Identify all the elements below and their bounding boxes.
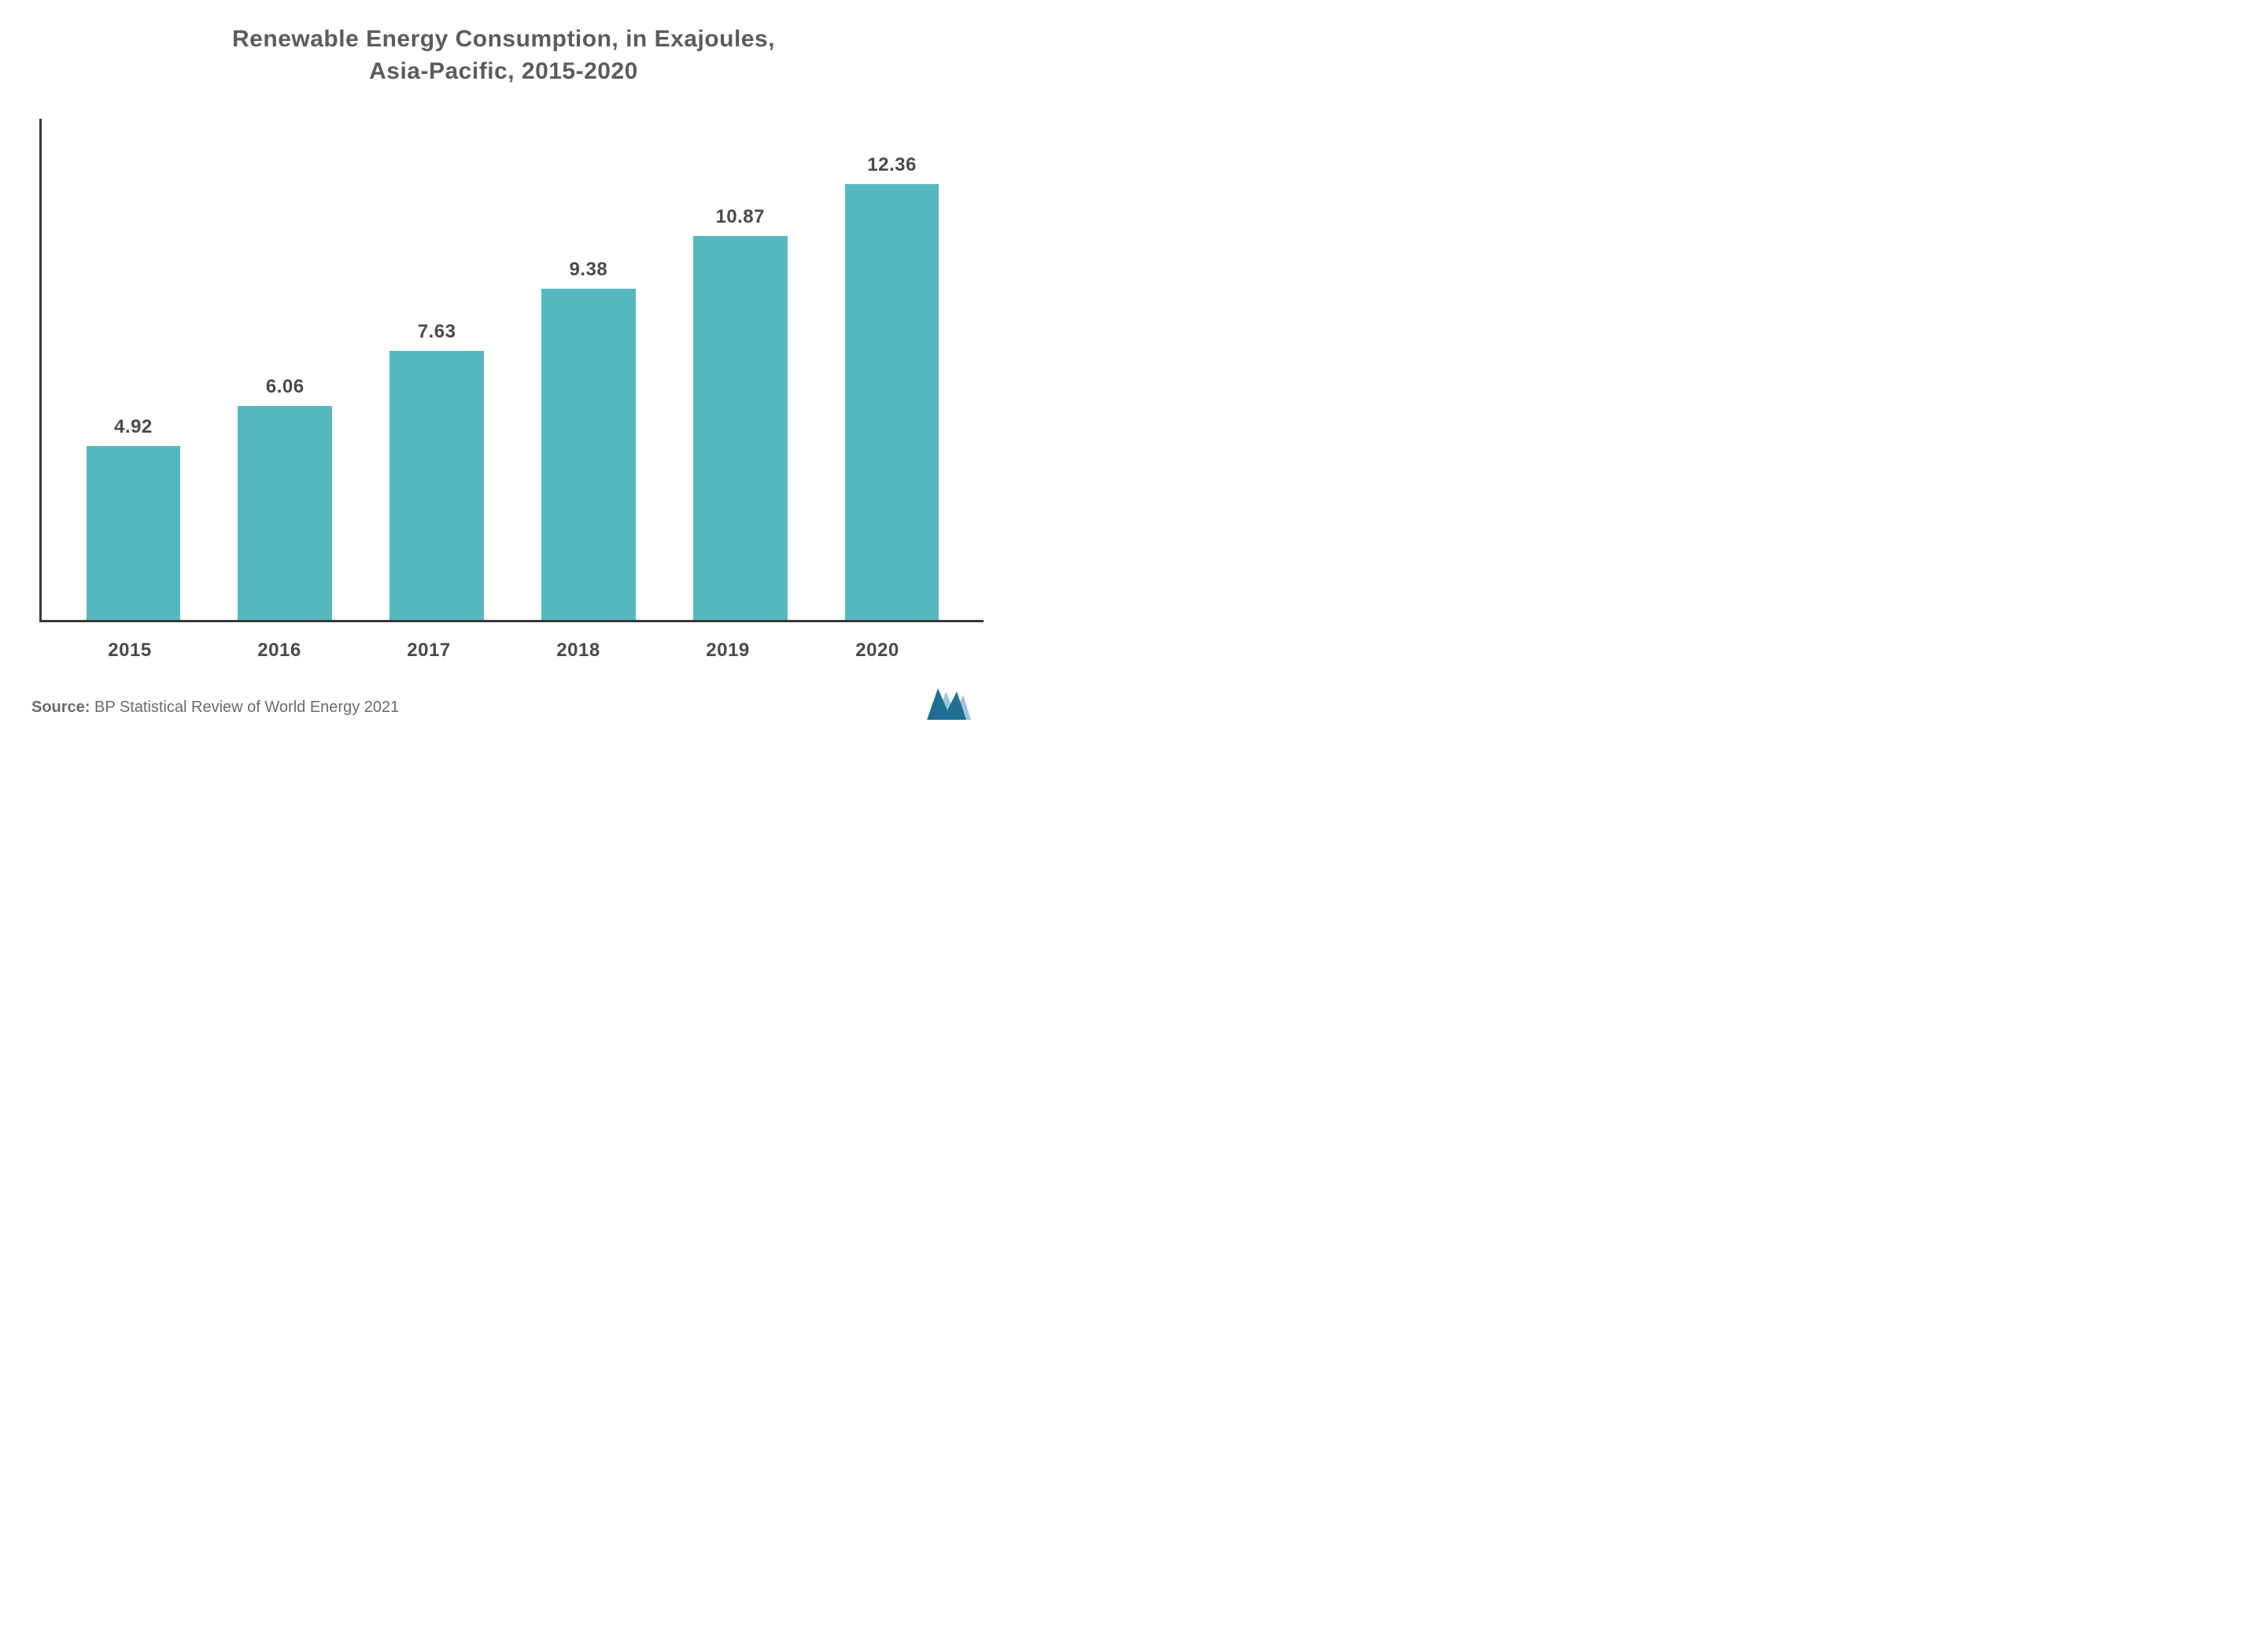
bar xyxy=(389,351,484,620)
bar-value-label: 10.87 xyxy=(715,206,765,228)
plot-area: 4.92 6.06 7.63 9.38 10.87 12.36 xyxy=(39,119,984,622)
source-line: Source: BP Statistical Review of World E… xyxy=(31,699,399,717)
bar-slot: 6.06 xyxy=(209,119,361,620)
bar-slot: 9.38 xyxy=(512,119,664,620)
bar xyxy=(693,236,788,620)
chart-title-line-2: Asia-Pacific, 2015-2020 xyxy=(150,56,858,88)
x-axis-label: 2015 xyxy=(55,640,205,662)
bar xyxy=(845,184,940,620)
x-axis-label: 2018 xyxy=(504,640,653,662)
bar xyxy=(238,406,332,620)
brand-logo xyxy=(922,684,979,721)
x-axis-labels: 201520162017201820192020 xyxy=(39,622,968,662)
x-axis-label: 2020 xyxy=(803,640,952,662)
bar-value-label: 6.06 xyxy=(266,376,305,398)
x-axis-label: 2017 xyxy=(354,640,504,662)
bar-slot: 12.36 xyxy=(816,119,968,620)
bar xyxy=(541,289,636,620)
source-text: BP Statistical Review of World Energy 20… xyxy=(94,699,399,716)
bar-value-label: 7.63 xyxy=(418,321,456,343)
source-label: Source: xyxy=(31,699,90,716)
chart-title-line-1: Renewable Energy Consumption, in Exajoul… xyxy=(150,24,858,56)
x-axis-label: 2019 xyxy=(653,640,803,662)
chart-container: Renewable Energy Consumption, in Exajoul… xyxy=(0,0,1007,736)
bar-slot: 4.92 xyxy=(57,119,209,620)
bar-slot: 10.87 xyxy=(664,119,816,620)
bar-value-label: 4.92 xyxy=(114,416,153,438)
bar xyxy=(87,446,181,620)
mordor-logo-icon xyxy=(922,684,979,721)
bars-row: 4.92 6.06 7.63 9.38 10.87 12.36 xyxy=(42,119,984,620)
chart-title: Renewable Energy Consumption, in Exajoul… xyxy=(150,24,858,87)
bar-value-label: 9.38 xyxy=(570,259,608,281)
bar-value-label: 12.36 xyxy=(867,154,917,176)
bar-slot: 7.63 xyxy=(361,119,513,620)
x-axis-label: 2016 xyxy=(205,640,354,662)
